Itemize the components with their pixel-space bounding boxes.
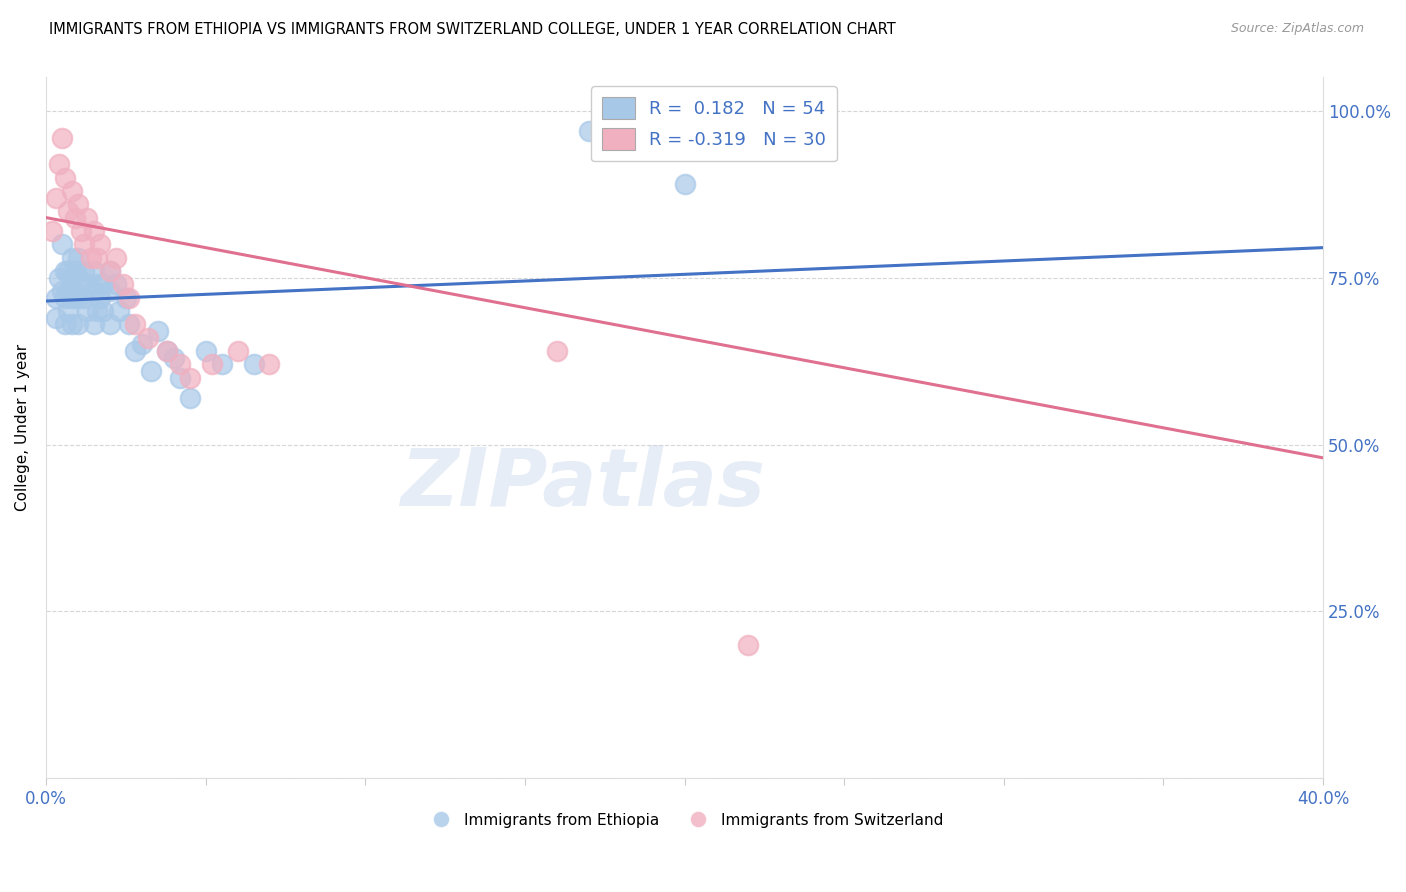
Point xyxy=(45,310,67,325)
Point xyxy=(226,344,249,359)
Point xyxy=(60,270,83,285)
Point xyxy=(66,197,89,211)
Point xyxy=(79,251,101,265)
Point xyxy=(108,304,131,318)
Point xyxy=(673,178,696,192)
Point xyxy=(66,251,89,265)
Point xyxy=(179,371,201,385)
Point xyxy=(86,251,108,265)
Point xyxy=(70,224,93,238)
Point xyxy=(53,264,76,278)
Point xyxy=(141,364,163,378)
Point xyxy=(45,291,67,305)
Point xyxy=(83,318,105,332)
Point xyxy=(118,291,141,305)
Point xyxy=(136,331,159,345)
Point xyxy=(194,344,217,359)
Point xyxy=(578,124,600,138)
Point xyxy=(83,264,105,278)
Point xyxy=(48,270,70,285)
Point xyxy=(98,264,121,278)
Point xyxy=(58,264,80,278)
Point xyxy=(63,211,86,225)
Point xyxy=(76,211,98,225)
Point xyxy=(45,190,67,204)
Point xyxy=(546,344,568,359)
Point xyxy=(156,344,179,359)
Point xyxy=(169,358,191,372)
Point xyxy=(53,291,76,305)
Point xyxy=(737,638,759,652)
Point xyxy=(53,318,76,332)
Point xyxy=(89,291,111,305)
Point xyxy=(179,391,201,405)
Point xyxy=(114,291,136,305)
Text: IMMIGRANTS FROM ETHIOPIA VS IMMIGRANTS FROM SWITZERLAND COLLEGE, UNDER 1 YEAR CO: IMMIGRANTS FROM ETHIOPIA VS IMMIGRANTS F… xyxy=(49,22,896,37)
Point xyxy=(51,237,73,252)
Text: Source: ZipAtlas.com: Source: ZipAtlas.com xyxy=(1230,22,1364,36)
Point xyxy=(242,358,264,372)
Point xyxy=(93,304,115,318)
Point xyxy=(98,284,121,298)
Text: ZIPatlas: ZIPatlas xyxy=(399,445,765,523)
Point xyxy=(60,184,83,198)
Point xyxy=(163,351,186,365)
Point xyxy=(73,237,96,252)
Point xyxy=(118,318,141,332)
Point xyxy=(89,237,111,252)
Point xyxy=(131,337,153,351)
Point xyxy=(86,277,108,292)
Point xyxy=(51,284,73,298)
Point xyxy=(93,277,115,292)
Point xyxy=(105,251,128,265)
Point xyxy=(66,318,89,332)
Point xyxy=(51,130,73,145)
Point xyxy=(76,277,98,292)
Point xyxy=(124,318,146,332)
Point xyxy=(58,284,80,298)
Point xyxy=(146,324,169,338)
Y-axis label: College, Under 1 year: College, Under 1 year xyxy=(15,344,30,511)
Point xyxy=(124,344,146,359)
Point xyxy=(259,358,281,372)
Point xyxy=(721,130,744,145)
Point xyxy=(41,224,63,238)
Point xyxy=(86,304,108,318)
Point xyxy=(58,203,80,218)
Point xyxy=(53,170,76,185)
Point xyxy=(63,284,86,298)
Point xyxy=(60,251,83,265)
Point xyxy=(156,344,179,359)
Point xyxy=(98,264,121,278)
Point xyxy=(60,318,83,332)
Point xyxy=(98,318,121,332)
Point xyxy=(58,304,80,318)
Point xyxy=(83,224,105,238)
Point xyxy=(169,371,191,385)
Point xyxy=(83,284,105,298)
Point xyxy=(73,264,96,278)
Point xyxy=(211,358,233,372)
Point xyxy=(66,291,89,305)
Point xyxy=(66,270,89,285)
Point xyxy=(111,277,134,292)
Point xyxy=(76,304,98,318)
Point xyxy=(105,277,128,292)
Legend: Immigrants from Ethiopia, Immigrants from Switzerland: Immigrants from Ethiopia, Immigrants fro… xyxy=(420,806,949,834)
Point xyxy=(73,291,96,305)
Point xyxy=(48,157,70,171)
Point xyxy=(201,358,224,372)
Point xyxy=(63,264,86,278)
Point xyxy=(60,291,83,305)
